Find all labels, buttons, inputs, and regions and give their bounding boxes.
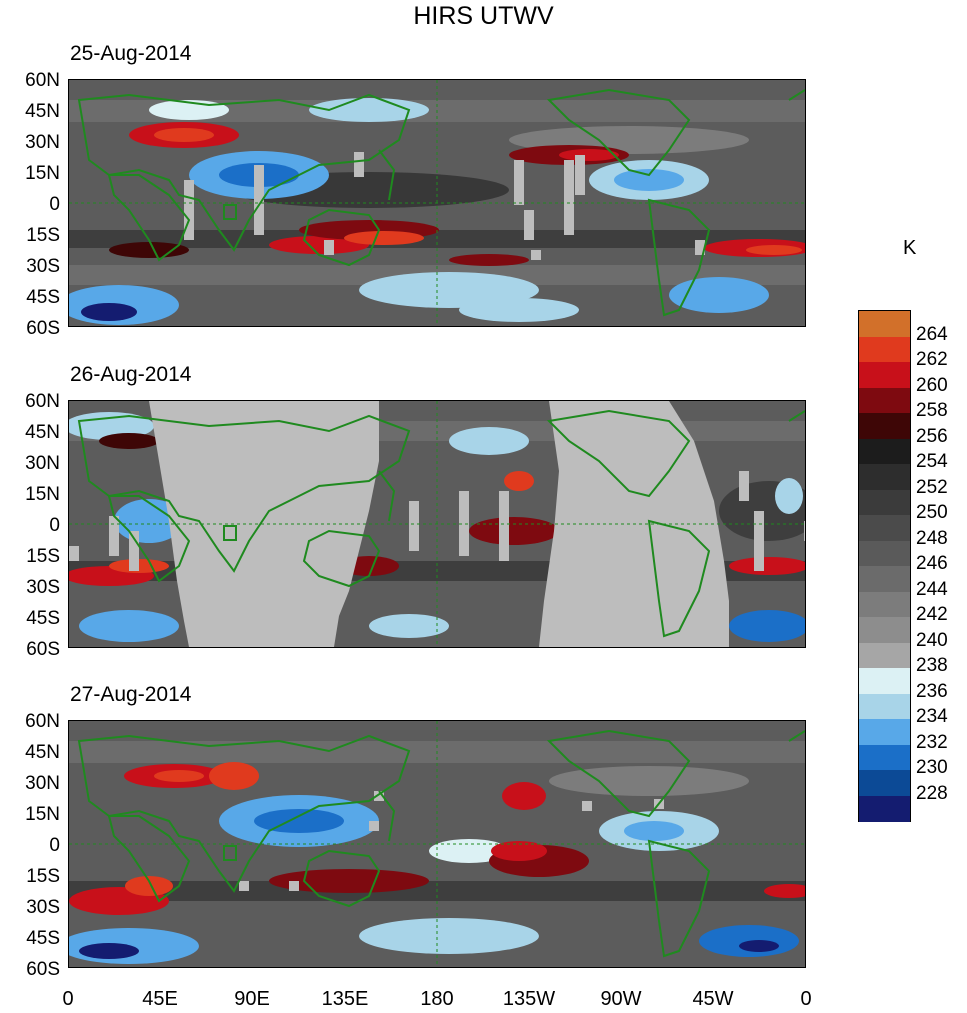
colorbar-level-label: 232 <box>916 731 948 753</box>
colorbar-level-label: 262 <box>916 349 948 370</box>
lat-label: 60N <box>25 391 60 412</box>
moist-regions <box>69 433 805 586</box>
colorbar-segment <box>859 540 910 567</box>
colorbar-segment <box>859 362 910 388</box>
lat-label: 45N <box>25 422 60 443</box>
missing-data <box>184 152 705 260</box>
lat-label: 0 <box>49 835 60 856</box>
colorbar-segment <box>859 566 910 592</box>
lon-label: 135W <box>502 988 556 1010</box>
colorbar-level-label: 236 <box>916 680 948 702</box>
colorbar-level-label: 250 <box>916 502 948 523</box>
map-panel-3 <box>68 720 806 968</box>
colorbar-segment <box>859 642 910 669</box>
coastlines <box>77 729 805 958</box>
colorbar-unit: K <box>903 237 917 259</box>
colorbar-level-label: 260 <box>916 374 948 396</box>
panel-3-date: 27-Aug-2014 <box>70 683 192 706</box>
moist-regions <box>69 762 805 915</box>
colorbar-level-label: 230 <box>916 757 948 778</box>
lat-label: 15N <box>25 484 60 505</box>
colorbar-segment <box>859 464 910 490</box>
colorbar-level-label: 252 <box>916 476 948 498</box>
colorbar-segment <box>859 438 910 465</box>
lat-label: 60S <box>26 639 60 660</box>
lon-label: 0 <box>800 988 812 1010</box>
coastlines <box>77 88 805 317</box>
colorbar-level-label: 246 <box>916 553 948 574</box>
colorbar-level-label: 248 <box>916 527 948 549</box>
coastlines <box>77 409 805 638</box>
colorbar-segment <box>859 795 910 822</box>
lat-label: 60S <box>26 959 60 980</box>
lat-label: 0 <box>49 194 60 215</box>
lat-label: 30S <box>26 897 60 918</box>
lat-label: 45S <box>26 928 60 949</box>
lat-label: 15N <box>25 163 60 184</box>
colorbar <box>858 310 911 822</box>
lon-label: 180 <box>420 988 454 1010</box>
colorbar-segment <box>859 311 910 337</box>
lat-label: 30S <box>26 577 60 598</box>
colorbar-level-label: 258 <box>916 400 948 421</box>
lon-label: 0 <box>62 988 74 1010</box>
colorbar-segment <box>859 693 910 720</box>
lat-label: 30S <box>26 256 60 277</box>
lat-label: 60N <box>25 70 60 91</box>
lat-label: 30N <box>25 453 60 474</box>
moist-regions <box>109 122 805 266</box>
colorbar-segment <box>859 336 910 363</box>
map-panel-1 <box>68 79 806 327</box>
colorbar-segment <box>859 591 910 618</box>
lat-label: 60N <box>25 711 60 732</box>
lon-label: 90E <box>234 988 270 1010</box>
colorbar-level-label: 256 <box>916 425 948 447</box>
colorbar-level-label: 238 <box>916 655 948 676</box>
lat-label: 30N <box>25 773 60 794</box>
lon-label: 45W <box>692 988 734 1010</box>
colorbar-level-label: 264 <box>916 323 948 345</box>
colorbar-level-label: 244 <box>916 578 948 600</box>
lat-label: 45S <box>26 608 60 629</box>
lat-label: 0 <box>49 515 60 536</box>
colorbar-segment <box>859 489 910 516</box>
lon-label: 90W <box>600 988 642 1010</box>
lat-label: 15S <box>26 546 60 567</box>
lon-label: 135E <box>321 988 369 1010</box>
lat-label: 15S <box>26 225 60 246</box>
map-panel-2 <box>68 400 806 648</box>
panel-2-date: 26-Aug-2014 <box>70 363 192 386</box>
colorbar-segment <box>859 744 910 771</box>
dry-regions <box>69 412 805 642</box>
chart-title: HIRS UTWV <box>413 2 554 30</box>
lat-label: 15S <box>26 866 60 887</box>
colorbar-level-label: 254 <box>916 451 948 472</box>
colorbar-segment <box>859 668 910 694</box>
colorbar-segment <box>859 719 910 745</box>
colorbar-segment <box>859 515 910 541</box>
lon-label: 45E <box>142 988 178 1010</box>
colorbar-level-label: 240 <box>916 629 948 651</box>
colorbar-level-label: 242 <box>916 604 948 625</box>
lat-label: 45S <box>26 287 60 308</box>
panel-1-date: 25-Aug-2014 <box>70 42 192 65</box>
colorbar-segment <box>859 617 910 643</box>
lat-label: 30N <box>25 132 60 153</box>
colorbar-level-label: 234 <box>916 706 948 727</box>
colorbar-level-label: 228 <box>916 782 948 804</box>
colorbar-segment <box>859 413 910 439</box>
colorbar-segment <box>859 387 910 414</box>
lat-label: 60S <box>26 318 60 339</box>
dry-regions <box>69 98 769 325</box>
lat-label: 45N <box>25 742 60 763</box>
colorbar-segment <box>859 770 910 796</box>
lat-label: 45N <box>25 101 60 122</box>
lat-label: 15N <box>25 804 60 825</box>
